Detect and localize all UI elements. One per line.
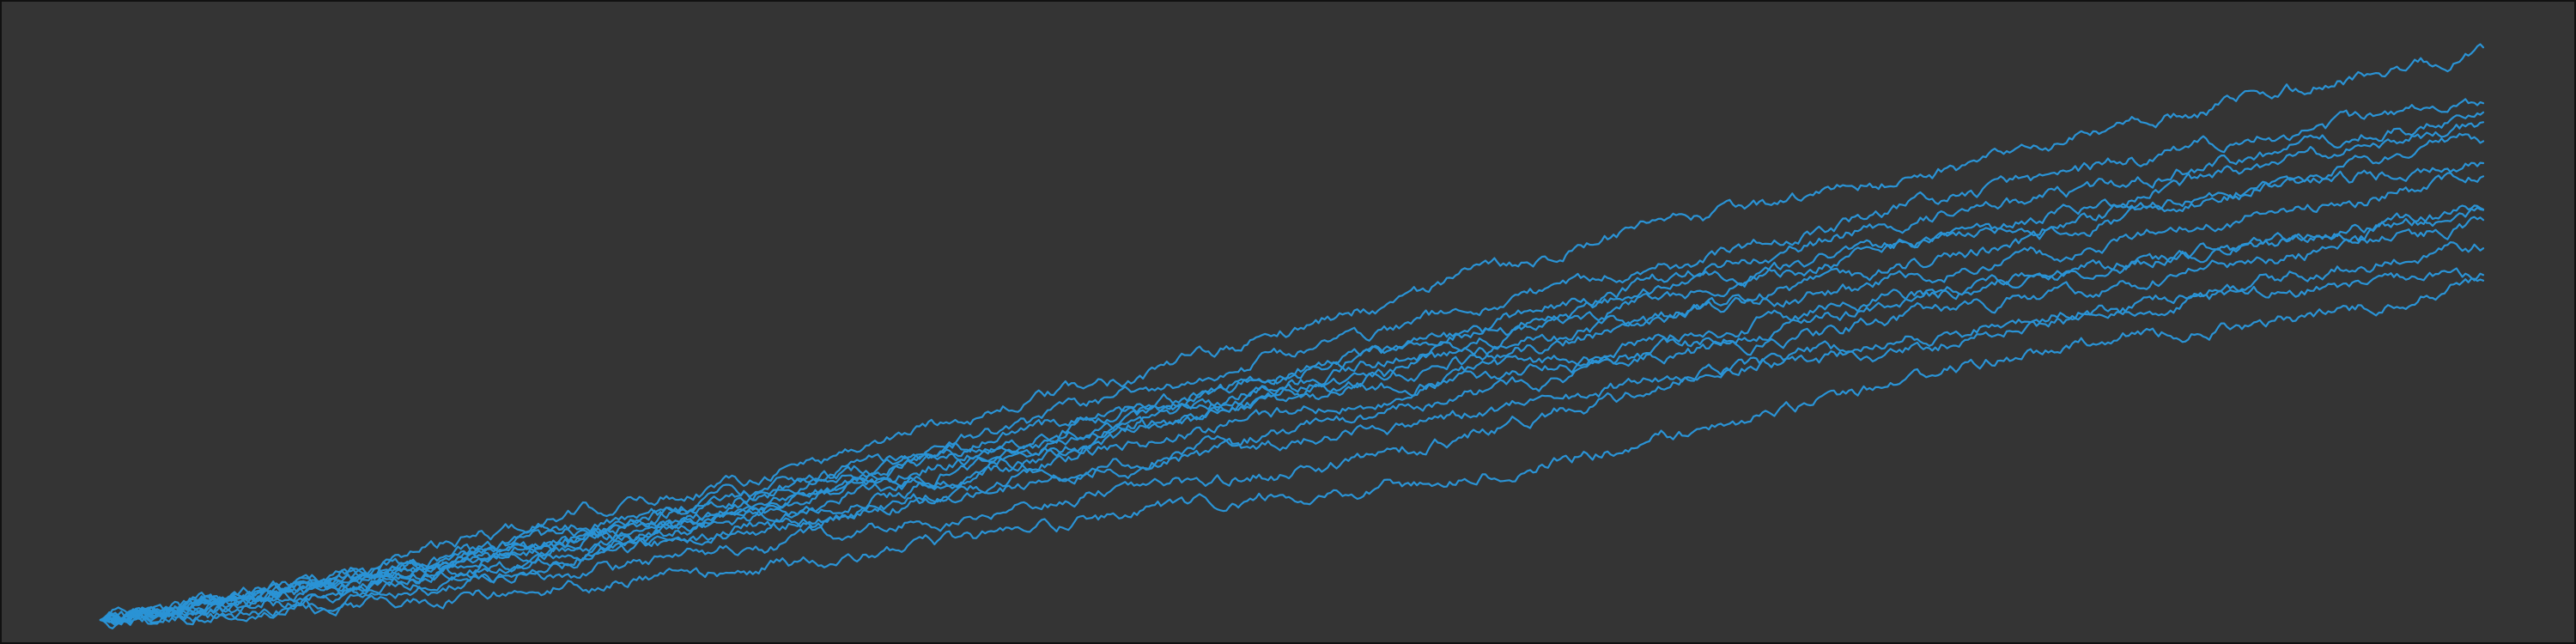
series-line-7 bbox=[99, 172, 2485, 622]
series-layer bbox=[99, 43, 2485, 629]
series-line-1 bbox=[99, 43, 2485, 622]
series-line-9 bbox=[99, 206, 2485, 623]
series-line-13 bbox=[99, 277, 2485, 626]
series-line-12 bbox=[99, 267, 2485, 629]
series-line-3 bbox=[99, 111, 2485, 624]
series-line-11 bbox=[99, 241, 2485, 624]
series-line-8 bbox=[99, 204, 2485, 623]
